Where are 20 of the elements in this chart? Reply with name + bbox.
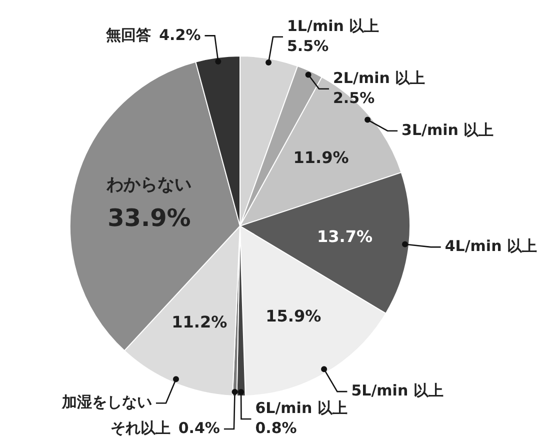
slice-label: それ以上 [110,419,170,438]
data-label: 13.7% [317,226,373,246]
slice-label: 6L/min 以上 [255,399,348,418]
slice-label: 4L/min 以上 [444,237,537,256]
data-label: 2.5% [333,88,375,107]
data-label: 0.8% [255,419,297,438]
data-label: 4.2% [159,26,201,44]
slice-label: 5L/min 以上 [351,382,444,400]
data-label: 15.9% [266,306,322,326]
data-label: 33.9% [108,204,191,232]
slice-label: 無回答 [105,26,152,44]
slice-label: 3L/min 以上 [402,120,494,139]
slice-label: わからない [106,175,192,196]
slice-label: 2L/min 以上 [333,68,426,87]
data-label: 5.5% [287,36,329,55]
slice-label: 1L/min 以上 [287,16,380,35]
data-label: 11.9% [293,148,349,167]
data-label: 11.2% [172,312,228,332]
slice-label: 加湿をしない [60,393,152,412]
data-label: 0.4% [178,419,220,438]
